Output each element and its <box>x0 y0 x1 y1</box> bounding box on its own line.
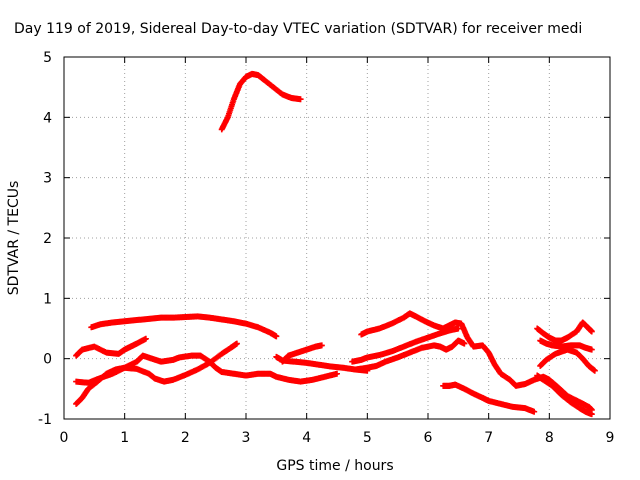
data-point <box>588 411 595 418</box>
data-point <box>334 370 340 377</box>
series-arc-1 <box>218 70 304 133</box>
grid-lines <box>64 57 610 419</box>
data-markers <box>73 70 598 418</box>
x-tick-label: 9 <box>606 430 615 446</box>
y-axis-label: SDTVAR / TECUs <box>6 181 22 296</box>
data-point <box>318 342 325 349</box>
series-arc-4 <box>73 340 240 407</box>
x-axis-label: GPS time / hours <box>276 458 393 474</box>
x-tick-label: 3 <box>242 430 251 446</box>
x-tick-label: 6 <box>424 430 433 446</box>
series-arc-12 <box>534 319 595 344</box>
data-point <box>461 340 468 347</box>
series-arc-14 <box>537 346 598 374</box>
data-point <box>588 346 595 353</box>
y-tick-label: 4 <box>43 110 52 126</box>
y-tick-label: -1 <box>38 412 52 428</box>
series-arc-3 <box>73 335 149 359</box>
series-arc-9 <box>352 337 468 373</box>
y-tick-label: 0 <box>43 352 52 368</box>
x-tick-label: 8 <box>545 430 554 446</box>
x-tick-label: 5 <box>363 430 372 446</box>
data-point <box>591 367 598 374</box>
series-arc-8 <box>349 325 462 365</box>
y-tick-label: 1 <box>43 291 52 307</box>
series-arc-15 <box>534 372 595 418</box>
series-arc-11 <box>440 381 538 415</box>
data-point <box>531 408 538 415</box>
y-tick-label: 2 <box>43 231 52 247</box>
axis-ticks: 0 1 2 3 4 5 6 7 8 9 -1 0 1 2 3 4 5 <box>38 50 614 446</box>
series-arc-13 <box>537 337 595 353</box>
y-tick-label: 5 <box>43 50 52 66</box>
series-arc-5 <box>73 352 340 386</box>
data-point <box>297 96 304 103</box>
x-tick-label: 2 <box>181 430 190 446</box>
x-tick-label: 7 <box>484 430 493 446</box>
series-arc-2 <box>88 313 280 340</box>
y-tick-label: 3 <box>43 171 52 187</box>
x-tick-label: 4 <box>302 430 311 446</box>
x-tick-label: 1 <box>120 430 129 446</box>
data-point <box>233 340 240 347</box>
chart-title: Day 119 of 2019, Sidereal Day-to-day VTE… <box>14 21 582 37</box>
data-point <box>588 328 595 335</box>
x-tick-label: 0 <box>60 430 69 446</box>
data-point <box>273 333 280 340</box>
data-point <box>142 335 149 342</box>
